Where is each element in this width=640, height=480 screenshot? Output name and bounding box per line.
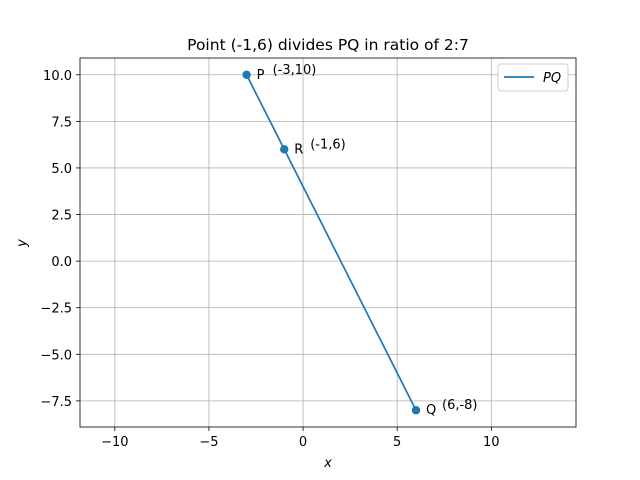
y-tick-label: 7.5 — [51, 115, 72, 130]
point-label-p: P — [257, 68, 265, 83]
x-tick-label: 0 — [299, 435, 307, 450]
point-label-r: R — [294, 142, 303, 157]
point-annotation-r: (-1,6) — [310, 137, 346, 152]
point-annotation-p: (-3,10) — [273, 63, 317, 78]
point-marker-q — [411, 406, 421, 415]
x-tick-label: −5 — [199, 435, 218, 450]
y-tick-label: −2.5 — [40, 302, 72, 317]
y-tick-label: 2.5 — [51, 209, 72, 224]
axes: −10 −5 0 5 10 −7.5 −5.0 −2.5 0.0 2.5 5.0 7.5 10.0 — [40, 57, 577, 450]
y-tick-label: 0.0 — [51, 255, 72, 270]
point-marker-r — [280, 145, 289, 154]
x-tick-label: −10 — [101, 435, 128, 450]
x-tick-label: 5 — [393, 435, 401, 450]
axes-frame — [79, 57, 577, 428]
x-tick-label: 10 — [483, 435, 500, 450]
x-axis-label: x — [323, 456, 332, 471]
legend-label-pq: PQ — [543, 71, 561, 86]
y-axis-label: y — [15, 239, 30, 248]
plot-area: P (-3,10) R (-1,6) Q (6,-8) — [242, 63, 478, 418]
series-line-pq — [245, 74, 417, 411]
grid — [80, 58, 576, 427]
y-tick-label: −7.5 — [40, 395, 72, 410]
y-tick-label: 10.0 — [43, 69, 72, 84]
legend: PQ — [497, 63, 569, 92]
point-annotation-q: (6,-8) — [442, 398, 478, 413]
chart-title: Point (-1,6) divides PQ in ratio of 2:7 — [187, 36, 469, 54]
y-tick-label: −5.0 — [40, 348, 72, 363]
y-tick-label: 5.0 — [51, 162, 72, 177]
point-marker-p — [242, 70, 251, 79]
point-label-q: Q — [426, 403, 436, 418]
